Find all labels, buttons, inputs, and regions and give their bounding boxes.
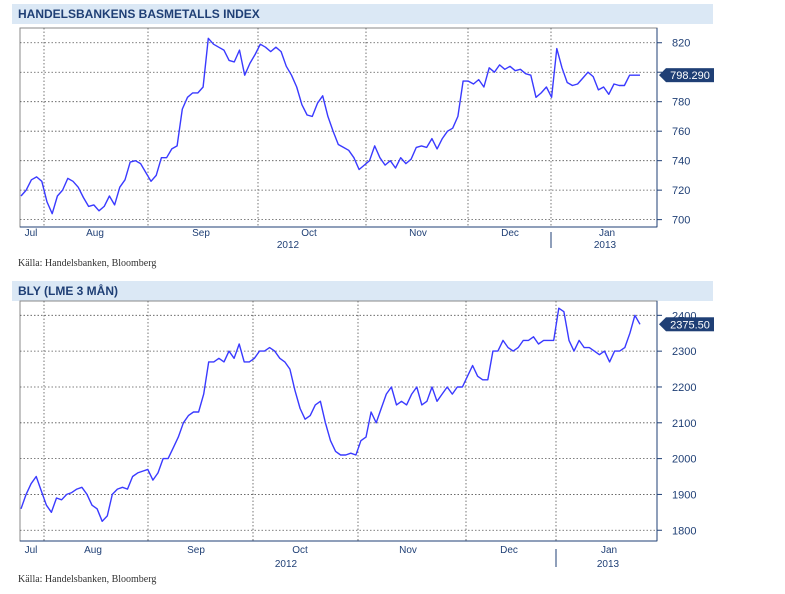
chart1-plot-border <box>19 27 658 228</box>
chart1-x-tick-label: Dec <box>501 228 519 239</box>
chart1-y-tick-label: 760 <box>672 126 690 138</box>
chart1-last-value-marker: 798.290 <box>659 68 714 83</box>
chart1-source: Källa: Handelsbanken, Bloomberg <box>18 258 157 269</box>
chart1-series-line <box>20 37 640 215</box>
chart1-y-tick-label: 820 <box>672 38 690 50</box>
chart1-x-tick-label: Oct <box>301 228 317 239</box>
chart1-last-value-label: 798.290 <box>670 70 710 82</box>
chart1-last-value-box <box>666 68 714 83</box>
chart1-year-label: 2012 <box>277 240 300 251</box>
chart1-x-tick-label: Jul <box>25 228 38 239</box>
chart1-last-value-pointer <box>659 68 666 83</box>
chart1-x-tick-label: Nov <box>409 228 427 239</box>
chart2-title: BLY (LME 3 MÅN) <box>18 284 119 298</box>
chart1-x-tick-label: Sep <box>192 228 210 239</box>
chart1-y-tick-label: 780 <box>672 97 690 109</box>
chart1-x-tick-label: Aug <box>86 228 104 239</box>
chart1-year-label: 2013 <box>594 240 617 251</box>
chart1-y-tick-label: 700 <box>672 215 690 227</box>
chart1-y-tick-label: 740 <box>672 156 690 168</box>
chart1-title-bar: HANDELSBANKENS BASMETALLS INDEX <box>12 4 713 24</box>
chart2-title-bar: BLY (LME 3 MÅN) <box>12 281 713 301</box>
chart1-title: HANDELSBANKENS BASMETALLS INDEX <box>18 7 260 21</box>
chart1-y-tick-label: 720 <box>672 185 690 197</box>
chart2-source: Källa: Handelsbanken, Bloomberg <box>18 574 157 585</box>
chart1-x-tick-label: Jan <box>599 228 615 239</box>
